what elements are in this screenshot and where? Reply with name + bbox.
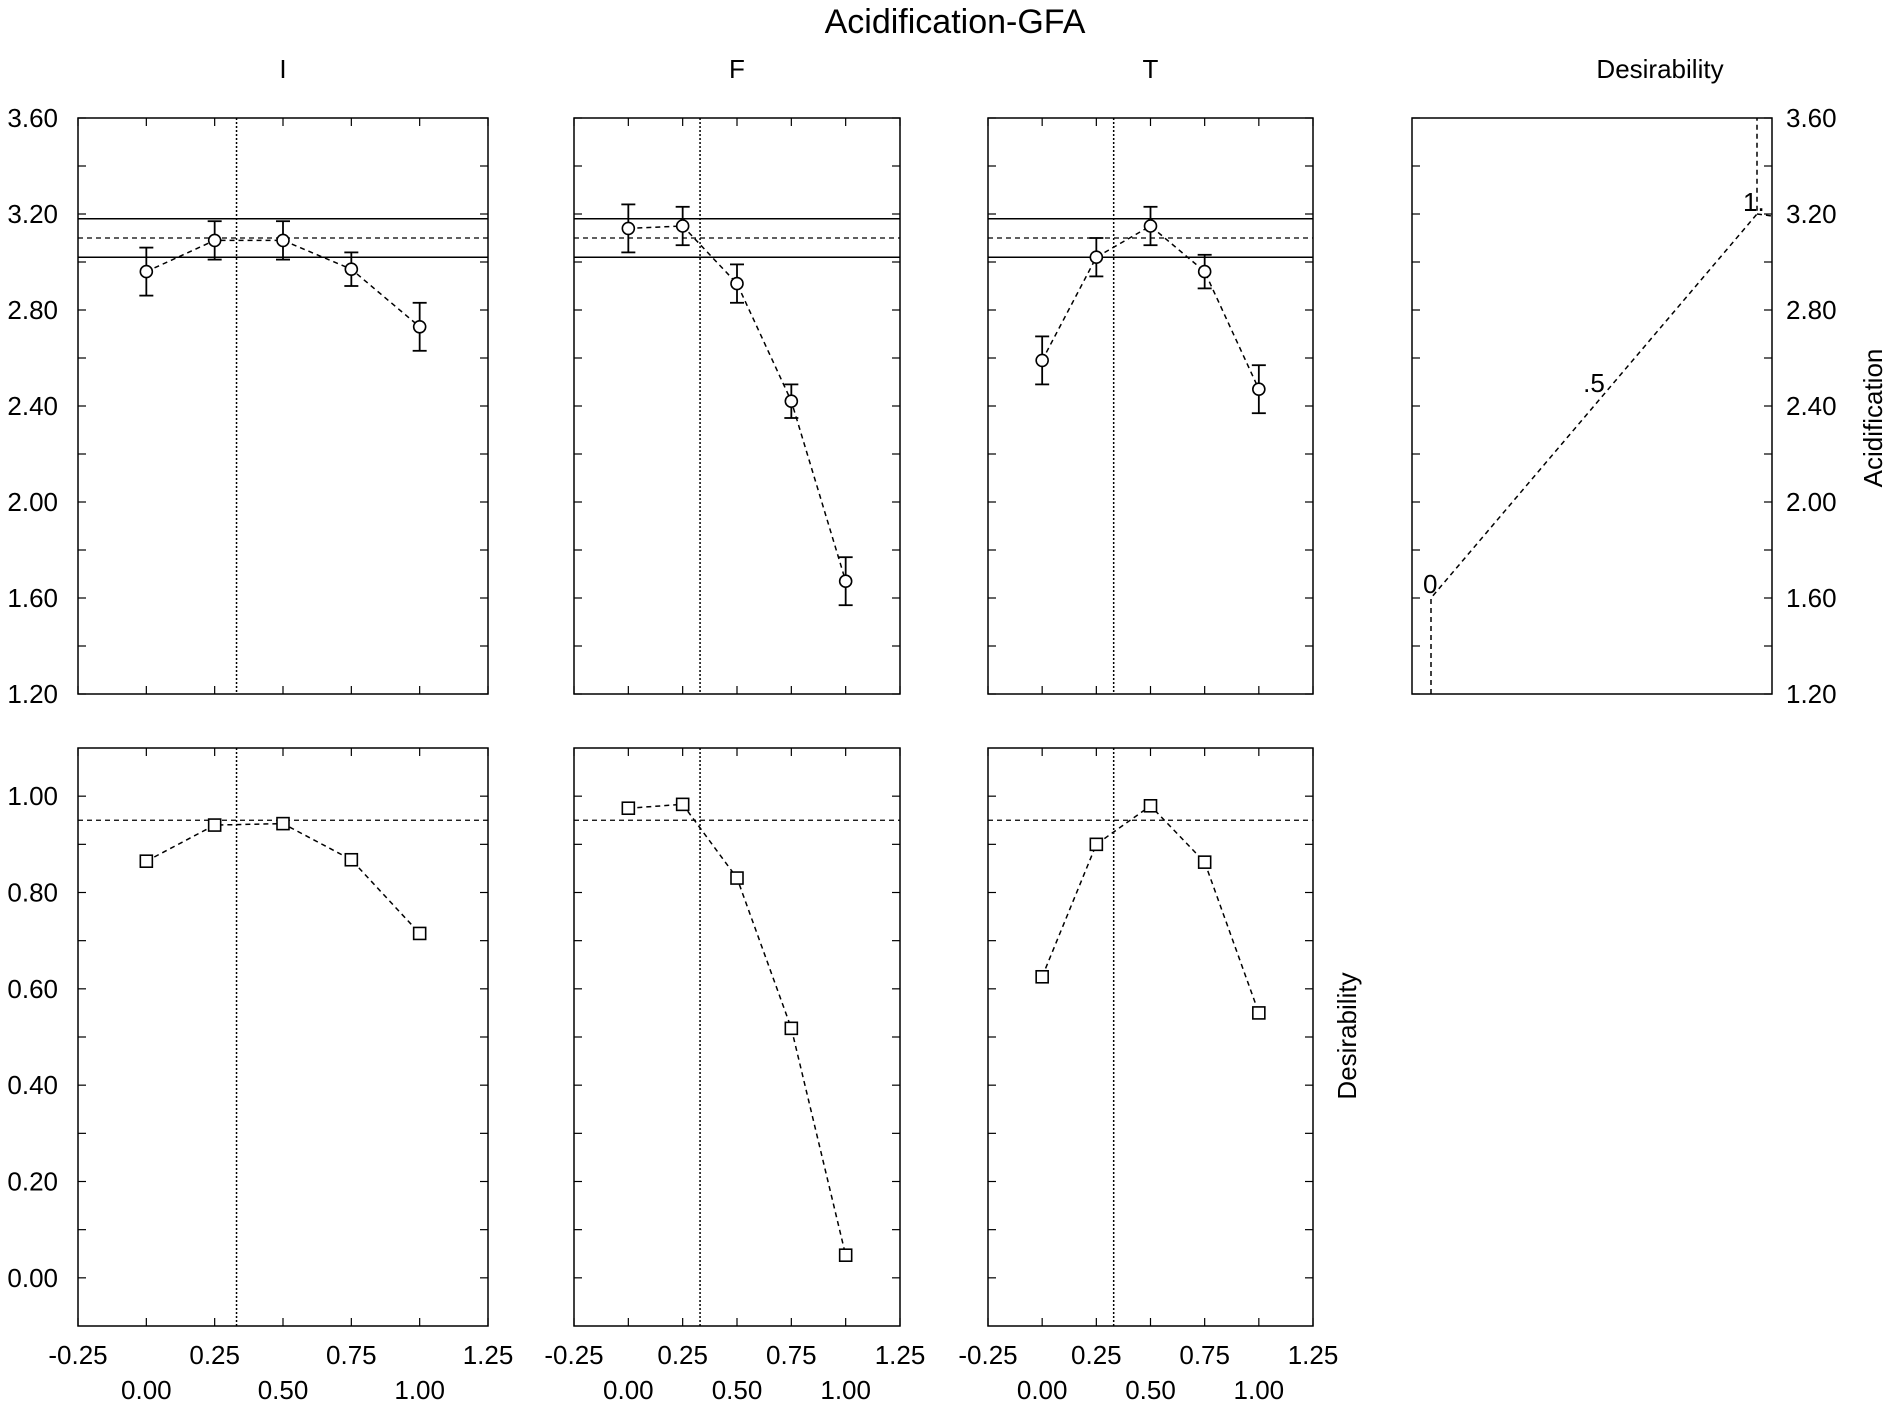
desirability-panel-frame [573, 747, 901, 1327]
desirability-point [1143, 798, 1158, 813]
y-tick-label: 0.60 [7, 974, 58, 1004]
y-tick-label: 2.40 [7, 391, 58, 421]
desirability-point [784, 1021, 799, 1036]
desirability-point [412, 926, 427, 941]
y-tick-label: 0.20 [7, 1167, 58, 1197]
y-tick-label-right: 1.20 [1786, 679, 1837, 709]
desirability-point [675, 797, 690, 812]
desirability-point [1252, 1006, 1266, 1020]
x-tick-label: 0.25 [657, 1340, 708, 1370]
desirability-panel-frame [77, 747, 489, 1327]
response-point [1143, 219, 1158, 233]
x-tick-label: -0.25 [48, 1340, 107, 1370]
desirability-point [344, 852, 359, 867]
desirability-point [1035, 969, 1049, 984]
x-tick-label: 0.25 [189, 1340, 240, 1370]
panel-title-f: F [729, 54, 745, 84]
response-point [1197, 264, 1212, 279]
response-point [344, 262, 359, 277]
response-series-line [1041, 225, 1260, 390]
x-tick-label: 1.25 [1288, 1340, 1339, 1370]
x-tick-label: 0.25 [1071, 1340, 1122, 1370]
y-tick-label-right: 3.60 [1786, 103, 1837, 133]
x-tick-label: 0.75 [326, 1340, 377, 1370]
row-label-desirability: Desirability [1332, 972, 1362, 1099]
x-tick-label: 0.75 [766, 1340, 817, 1370]
response-point [730, 276, 744, 291]
y-tick-label: 1.20 [7, 679, 58, 709]
x-tick-label: 1.00 [820, 1375, 871, 1403]
y-tick-label: 2.80 [7, 295, 58, 325]
x-tick-label: 1.25 [875, 1340, 926, 1370]
desirability-label-0: 0 [1423, 569, 1437, 599]
response-series-line [146, 239, 421, 328]
desirability-profile-line [1430, 118, 1758, 694]
desirability-point [1197, 855, 1212, 869]
desirability-point [207, 818, 222, 832]
y-tick-label-right: 2.80 [1786, 295, 1837, 325]
x-tick-label: 0.00 [1017, 1375, 1068, 1403]
desirability-panel-frame [987, 747, 1314, 1327]
y-tick-label-right: 2.00 [1786, 487, 1837, 517]
row-label-response: Acidification [1858, 349, 1888, 488]
x-tick-label: 0.00 [603, 1375, 654, 1403]
y-tick-label: 2.00 [7, 487, 58, 517]
x-tick-label: 0.50 [258, 1375, 309, 1403]
x-tick-label: -0.25 [544, 1340, 603, 1370]
desirability-point [276, 816, 290, 831]
panel-title-i: I [279, 54, 286, 84]
chart-title: Acidification-GFA [825, 3, 1086, 41]
desirability-label-half: .5 [1583, 368, 1605, 398]
desirability-profile-line [1756, 213, 1773, 217]
x-tick-label: 1.00 [1234, 1375, 1285, 1403]
desirability-point [1089, 837, 1104, 852]
response-point [276, 233, 290, 248]
desirability-series-line [145, 822, 421, 934]
x-tick-label: 1.25 [463, 1340, 514, 1370]
desirability-point [621, 801, 636, 816]
x-tick-label: 0.50 [1125, 1375, 1176, 1403]
y-tick-label-right: 3.20 [1786, 199, 1837, 229]
panel-title-t: T [1143, 54, 1159, 84]
response-point [412, 319, 427, 334]
response-point [838, 574, 853, 589]
x-tick-label: 0.75 [1179, 1340, 1230, 1370]
response-series-line [628, 225, 847, 582]
response-point [1035, 353, 1049, 368]
x-tick-label: 1.00 [394, 1375, 445, 1403]
y-tick-label: 1.60 [7, 583, 58, 613]
x-tick-label: 0.50 [712, 1375, 763, 1403]
desirability-point [730, 871, 744, 885]
desirability-profile-frame [1411, 117, 1773, 695]
response-point [784, 394, 799, 409]
desirability-point [838, 1248, 853, 1262]
y-tick-label: 0.00 [7, 1263, 58, 1293]
y-tick-label: 3.20 [7, 199, 58, 229]
x-tick-label: -0.25 [958, 1340, 1017, 1370]
response-point [207, 233, 222, 248]
desirability-point [139, 854, 154, 868]
response-point [139, 264, 154, 279]
desirability-series-line [1041, 804, 1260, 1014]
y-tick-label-right: 1.60 [1786, 583, 1837, 613]
y-tick-label: 0.80 [7, 878, 58, 908]
response-point [621, 221, 636, 236]
y-tick-label: 3.60 [7, 103, 58, 133]
response-point [1252, 382, 1266, 397]
desirability-label-1: 1. [1743, 187, 1765, 217]
y-tick-label: 0.40 [7, 1070, 58, 1100]
response-point [1089, 250, 1104, 265]
y-tick-label: 1.00 [7, 781, 58, 811]
panel-title-desirability: Desirability [1596, 54, 1723, 84]
response-point [675, 219, 690, 233]
response-panel-frame [987, 117, 1314, 695]
response-panel-frame [77, 117, 489, 695]
x-tick-label: 0.00 [121, 1375, 172, 1403]
y-tick-label-right: 2.40 [1786, 391, 1837, 421]
